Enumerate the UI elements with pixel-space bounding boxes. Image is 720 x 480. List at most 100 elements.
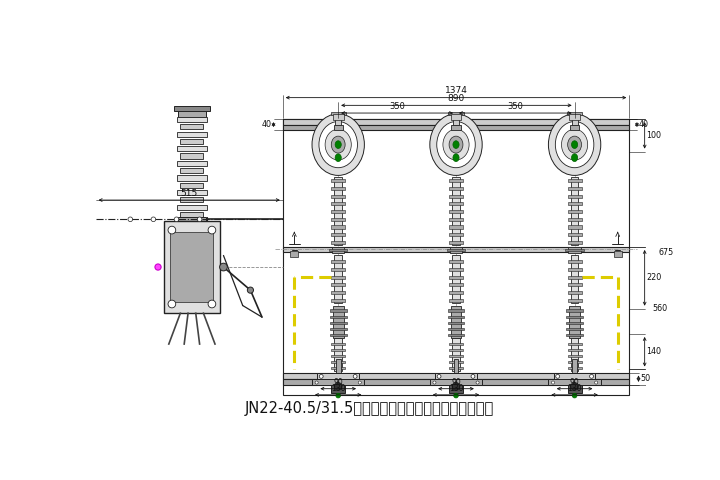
Bar (449, 283, 463, 286)
Bar (177, 175, 207, 180)
Bar (565, 249, 584, 251)
Bar (614, 251, 621, 257)
Bar (449, 355, 463, 357)
Bar (180, 183, 204, 188)
Bar (334, 177, 342, 245)
Bar (449, 260, 463, 263)
Bar (571, 338, 578, 371)
Circle shape (197, 217, 202, 222)
Bar (453, 119, 459, 125)
Bar (449, 195, 463, 198)
Circle shape (595, 381, 598, 384)
Circle shape (452, 383, 460, 390)
Bar (448, 322, 464, 324)
Bar (572, 359, 577, 372)
Text: 100: 100 (647, 131, 661, 140)
Ellipse shape (430, 114, 482, 175)
Bar (330, 315, 346, 318)
Bar (331, 348, 345, 351)
Circle shape (208, 226, 216, 234)
Bar (452, 177, 460, 245)
Bar (178, 217, 206, 223)
Bar (571, 177, 578, 245)
Bar (566, 334, 583, 336)
Text: 515: 515 (181, 189, 198, 198)
Bar (283, 247, 629, 252)
Bar (567, 373, 582, 393)
Bar (180, 154, 204, 158)
Ellipse shape (335, 154, 341, 162)
Bar (449, 361, 463, 363)
Bar (567, 111, 582, 115)
Bar (331, 283, 345, 286)
Bar (177, 117, 207, 122)
Ellipse shape (453, 141, 459, 148)
Bar (570, 114, 580, 120)
Text: 50: 50 (640, 374, 650, 383)
Bar (330, 310, 346, 312)
Bar (567, 203, 582, 205)
Bar (435, 372, 477, 380)
Bar (330, 111, 346, 115)
Bar (177, 146, 207, 151)
Bar (567, 367, 582, 370)
Ellipse shape (312, 114, 364, 175)
Text: 220: 220 (647, 273, 662, 282)
Bar (331, 241, 345, 244)
Circle shape (248, 287, 253, 293)
Bar (312, 380, 364, 385)
Circle shape (128, 217, 132, 222)
Bar (331, 233, 345, 236)
Bar (567, 233, 582, 236)
Bar (448, 328, 464, 330)
Bar (330, 322, 346, 324)
Bar (567, 355, 582, 357)
Bar (171, 232, 213, 302)
Bar (331, 187, 345, 190)
Bar (448, 334, 464, 336)
Circle shape (334, 383, 342, 390)
Bar (177, 161, 207, 166)
Bar (554, 372, 595, 380)
Bar (449, 218, 463, 221)
Bar (449, 233, 463, 236)
Bar (570, 306, 580, 338)
Bar (331, 218, 345, 221)
Ellipse shape (572, 154, 577, 162)
Bar (567, 348, 582, 351)
Bar (283, 119, 629, 125)
Bar (331, 299, 345, 302)
Bar (331, 226, 345, 228)
Bar (177, 132, 207, 137)
Bar (331, 367, 345, 370)
Circle shape (320, 374, 323, 378)
Bar (331, 260, 345, 263)
Ellipse shape (325, 129, 351, 160)
Bar (451, 306, 462, 338)
Bar (180, 168, 204, 173)
Bar (570, 125, 579, 130)
Ellipse shape (555, 121, 594, 168)
Bar (450, 247, 462, 253)
Bar (331, 195, 345, 198)
Bar (283, 119, 629, 395)
Bar (567, 241, 582, 244)
Bar (333, 306, 343, 338)
Bar (334, 255, 342, 303)
Bar (449, 241, 463, 244)
Bar (336, 359, 341, 372)
Text: 130: 130 (331, 384, 346, 393)
Text: 130: 130 (449, 384, 463, 393)
Bar (567, 299, 582, 302)
Ellipse shape (319, 121, 357, 168)
Bar (180, 124, 204, 129)
Bar (177, 190, 207, 195)
Bar (329, 249, 348, 251)
Text: JN22-40.5/31.5户内高压接地开关外形及安装尺寸图: JN22-40.5/31.5户内高压接地开关外形及安装尺寸图 (244, 401, 494, 417)
Bar (449, 367, 463, 370)
Circle shape (336, 393, 341, 398)
Bar (449, 226, 463, 228)
Bar (178, 109, 206, 117)
Circle shape (437, 374, 441, 378)
Circle shape (590, 374, 593, 378)
